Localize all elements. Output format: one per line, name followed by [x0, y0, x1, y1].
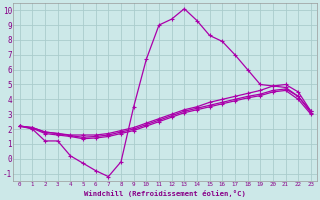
X-axis label: Windchill (Refroidissement éolien,°C): Windchill (Refroidissement éolien,°C) [84, 190, 246, 197]
